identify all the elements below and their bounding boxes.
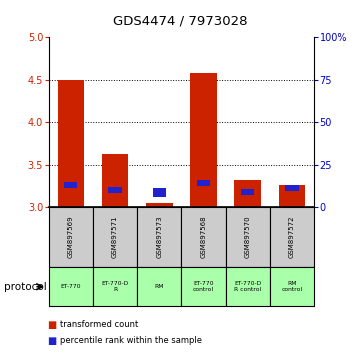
Bar — [108, 187, 122, 193]
Bar — [137, 267, 182, 306]
Bar — [102, 154, 129, 207]
Bar — [49, 207, 93, 267]
Text: ET-770-D
R control: ET-770-D R control — [234, 281, 261, 292]
Text: percentile rank within the sample: percentile rank within the sample — [60, 336, 201, 345]
Bar — [181, 267, 226, 306]
Bar — [235, 180, 261, 207]
Text: GSM897569: GSM897569 — [68, 216, 74, 258]
Bar — [197, 180, 210, 186]
Text: GDS4474 / 7973028: GDS4474 / 7973028 — [113, 14, 248, 27]
Bar — [146, 203, 173, 207]
Bar — [153, 188, 166, 197]
Bar — [181, 207, 226, 267]
Bar — [226, 267, 270, 306]
Bar — [93, 267, 137, 306]
Text: ■: ■ — [47, 336, 56, 346]
Bar — [285, 185, 299, 191]
Bar — [64, 182, 78, 188]
Text: GSM897570: GSM897570 — [245, 216, 251, 258]
Bar — [57, 80, 84, 207]
Bar — [137, 207, 182, 267]
Bar — [226, 207, 270, 267]
Text: ■: ■ — [47, 320, 56, 330]
Text: protocol: protocol — [4, 282, 46, 292]
Text: RM
control: RM control — [281, 281, 303, 292]
Bar — [190, 73, 217, 207]
Text: GSM897568: GSM897568 — [200, 216, 206, 258]
Bar — [93, 207, 137, 267]
Bar — [279, 185, 305, 207]
Text: ET-770: ET-770 — [61, 284, 81, 289]
Text: GSM897573: GSM897573 — [156, 216, 162, 258]
Bar — [241, 189, 255, 195]
Text: GSM897571: GSM897571 — [112, 216, 118, 258]
Text: GSM897572: GSM897572 — [289, 216, 295, 258]
Text: ET-770-D
R: ET-770-D R — [101, 281, 129, 292]
Bar — [49, 267, 93, 306]
Text: RM: RM — [155, 284, 164, 289]
Bar — [270, 267, 314, 306]
Bar — [270, 207, 314, 267]
Text: ET-770
control: ET-770 control — [193, 281, 214, 292]
Text: transformed count: transformed count — [60, 320, 138, 330]
